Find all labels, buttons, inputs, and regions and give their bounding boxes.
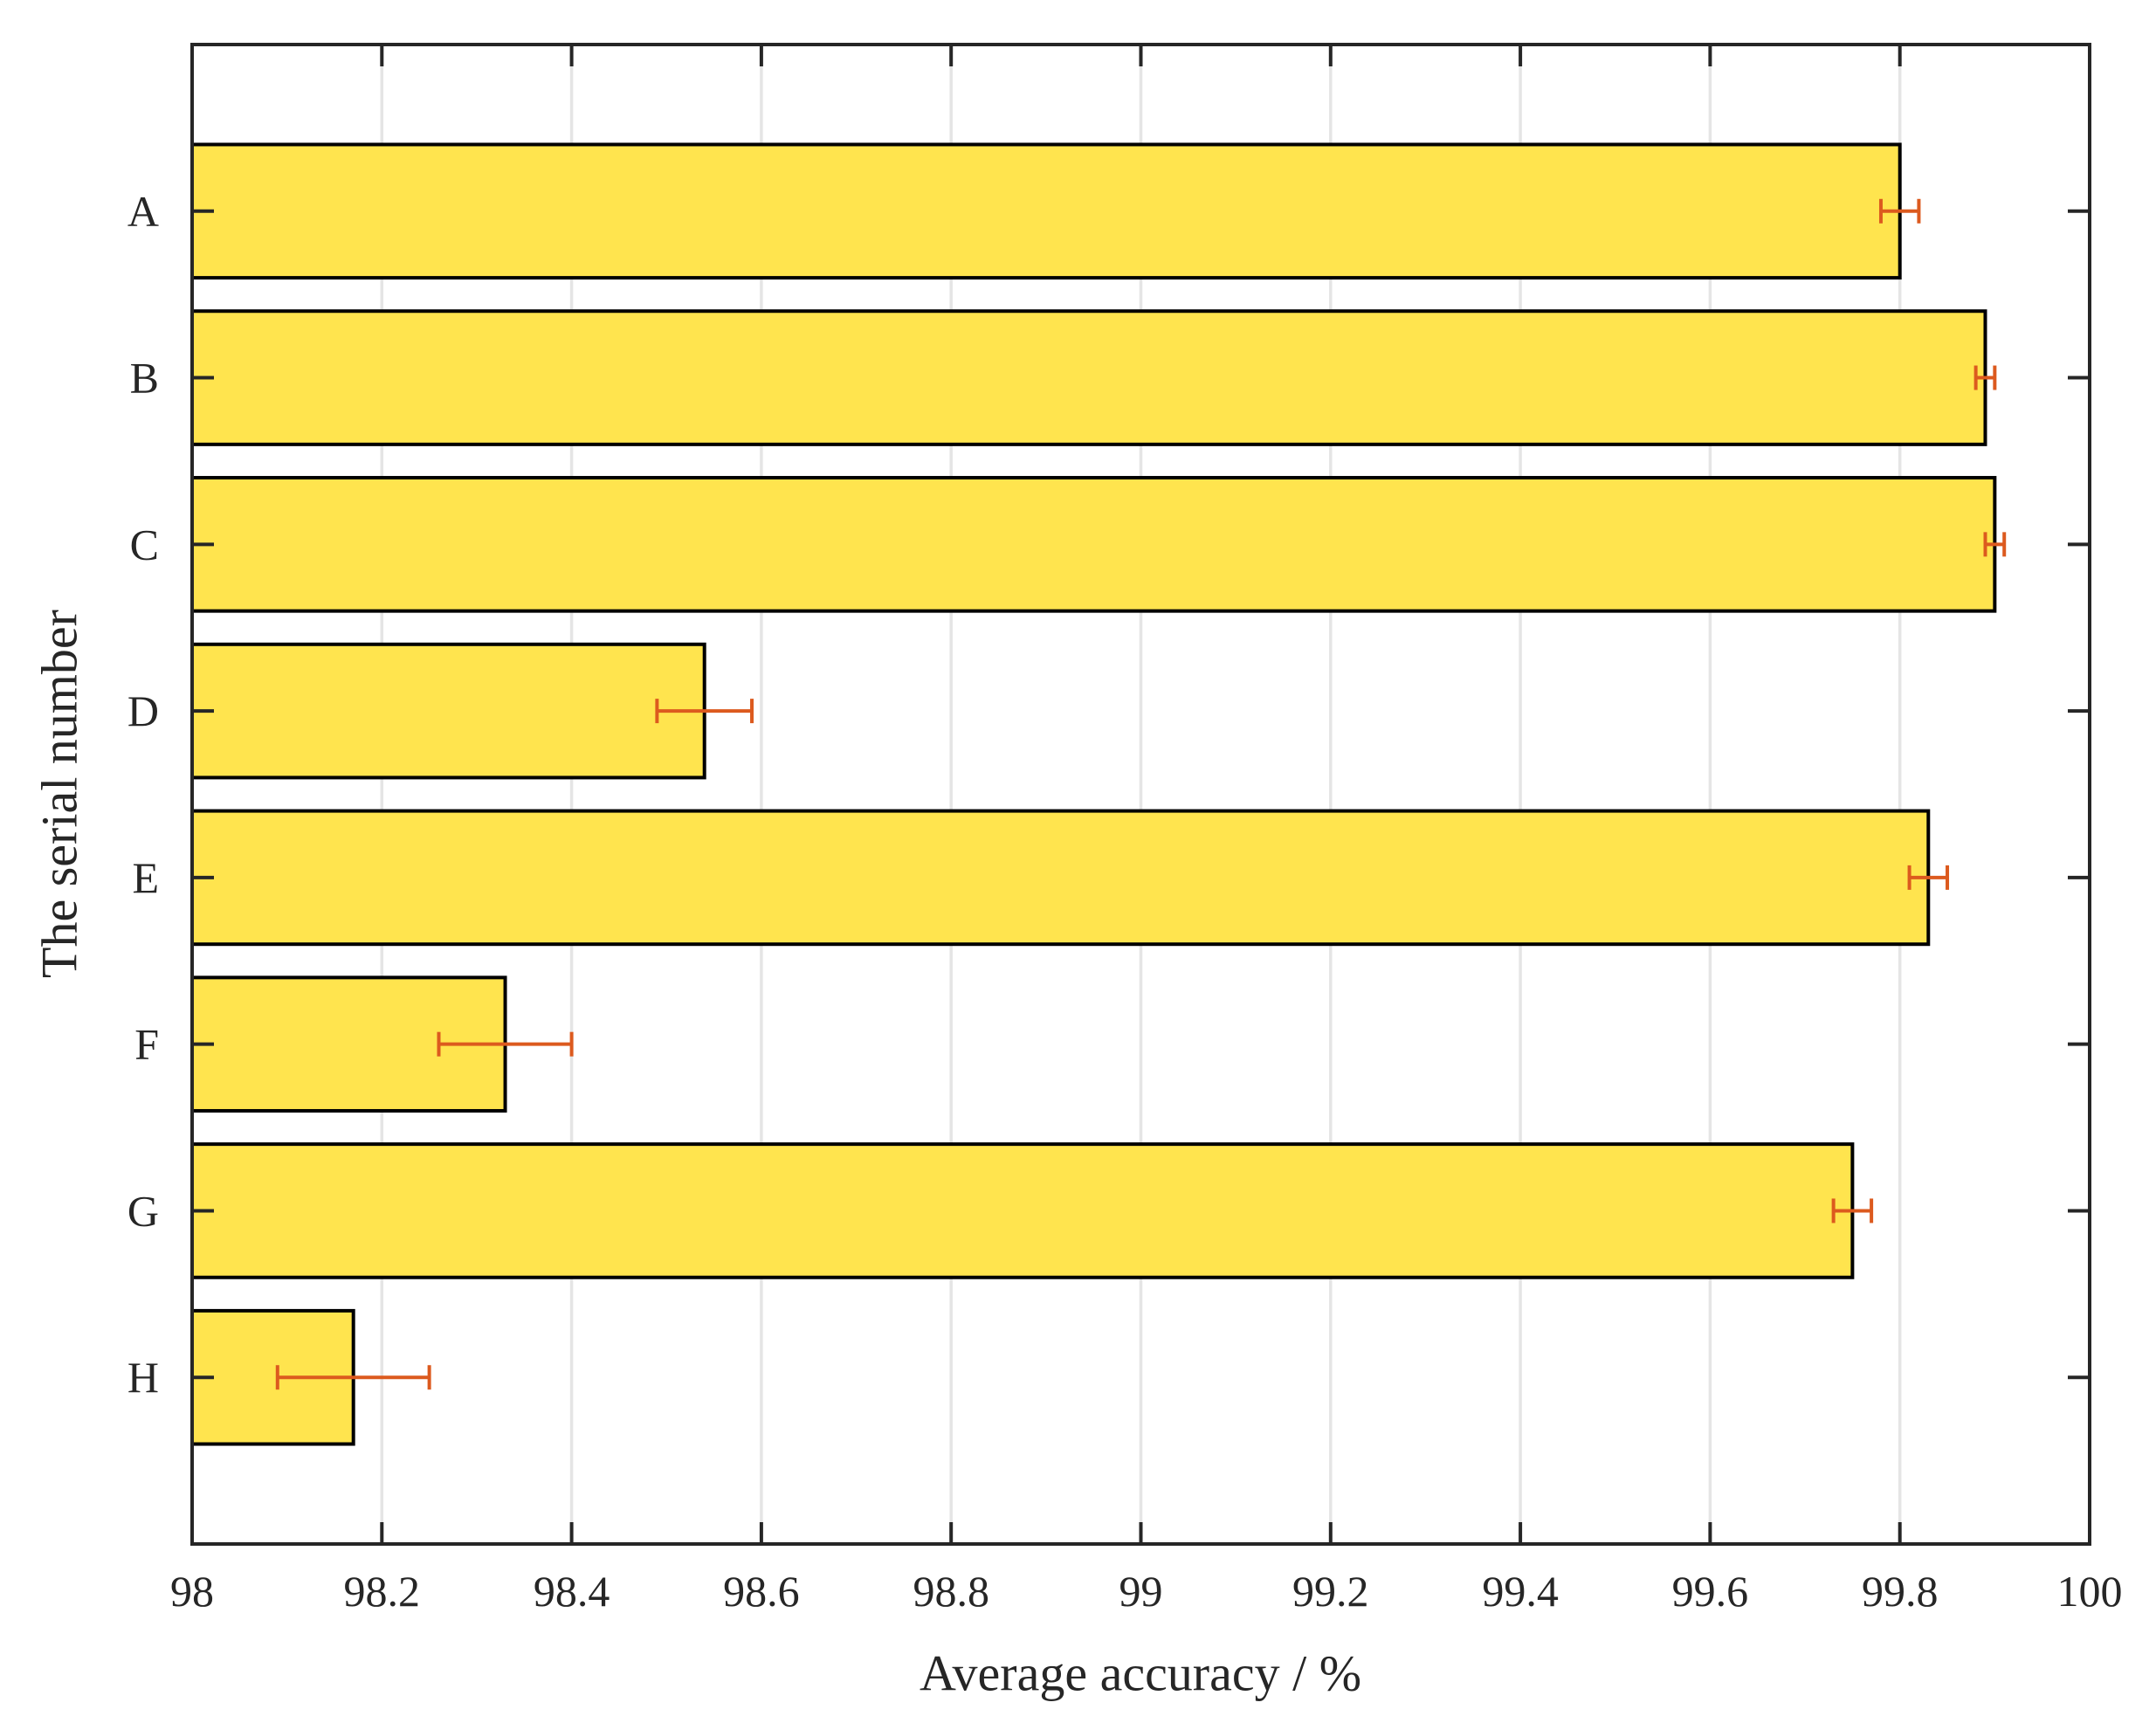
bar-G bbox=[190, 1142, 1855, 1279]
category-label-G: G bbox=[127, 1186, 159, 1235]
error-bar-F bbox=[437, 1031, 574, 1057]
category-label-E: E bbox=[132, 853, 159, 902]
error-bar-B bbox=[1973, 365, 1997, 390]
x-tick-label: 99 bbox=[1119, 1567, 1163, 1616]
error-bar-A bbox=[1878, 198, 1921, 224]
error-bar-G bbox=[1831, 1198, 1874, 1223]
tick-label-layer: 98 98.2 98.4 98.6 98.8 99 99.2 99.4 99.6 99.8 100 A… bbox=[127, 187, 2123, 1616]
x-tick-label: 99.8 bbox=[1862, 1567, 1939, 1616]
error-bar-E bbox=[1907, 865, 1950, 890]
x-tick-label: 99.4 bbox=[1482, 1567, 1559, 1616]
bar-A bbox=[190, 142, 1902, 280]
grid-layer bbox=[380, 45, 1902, 1544]
category-label-F: F bbox=[134, 1020, 159, 1069]
category-label-D: D bbox=[127, 686, 159, 735]
error-bar-H bbox=[275, 1365, 431, 1390]
bar-D bbox=[190, 642, 706, 780]
category-label-H: H bbox=[127, 1353, 159, 1402]
x-tick-label: 98.4 bbox=[534, 1567, 610, 1616]
category-label-C: C bbox=[130, 520, 159, 569]
tick-layer bbox=[190, 45, 2091, 1544]
bar-layer bbox=[190, 142, 1997, 1446]
x-tick-label: 99.6 bbox=[1672, 1567, 1749, 1616]
x-tick-label: 100 bbox=[2057, 1567, 2123, 1616]
x-axis-title: Average accuracy / % bbox=[920, 1645, 1361, 1702]
bar-B bbox=[190, 309, 1987, 446]
error-bar-C bbox=[1983, 532, 2007, 557]
x-tick-label: 98 bbox=[170, 1567, 214, 1616]
x-tick-label: 98.6 bbox=[723, 1567, 800, 1616]
bar-C bbox=[190, 476, 1997, 613]
category-label-A: A bbox=[127, 187, 159, 236]
error-bar-D bbox=[655, 699, 754, 724]
y-axis-title: The serial number bbox=[31, 610, 88, 978]
error-bar-layer bbox=[275, 198, 2007, 1390]
x-tick-label: 98.8 bbox=[913, 1567, 989, 1616]
x-tick-label: 99.2 bbox=[1292, 1567, 1369, 1616]
category-label-B: B bbox=[130, 354, 159, 403]
bar-E bbox=[190, 809, 1931, 947]
x-tick-label: 98.2 bbox=[344, 1567, 421, 1616]
